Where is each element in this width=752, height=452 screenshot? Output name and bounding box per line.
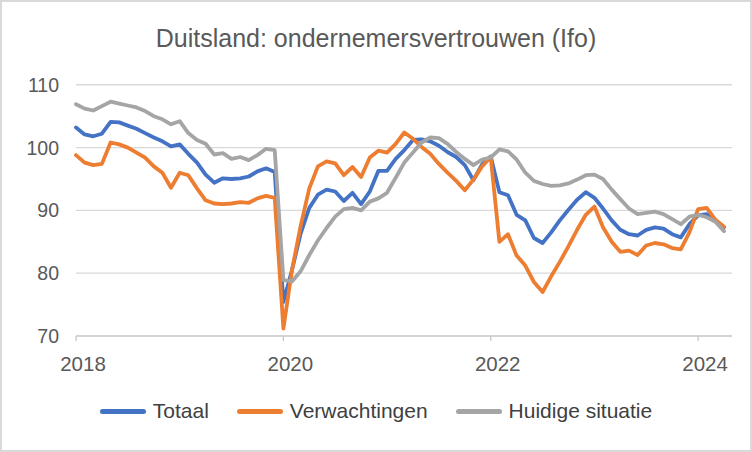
legend-label-huidige-situatie: Huidige situatie	[509, 399, 653, 423]
legend-item-huidige-situatie: Huidige situatie	[456, 399, 653, 423]
legend-label-verwachtingen: Verwachtingen	[290, 399, 428, 423]
y-axis-label-110: 110	[28, 74, 59, 96]
verwachtingen-line	[76, 133, 724, 329]
chart-frame: 2018 2020 2022 2024 70 80 90 100 110 Duitsland: …	[0, 0, 752, 452]
chart-svg: 2018 2020 2022 2024 70 80 90 100 110	[2, 2, 752, 452]
x-axis-label-2020: 2020	[268, 352, 314, 375]
legend-label-totaal: Totaal	[153, 399, 209, 423]
huidige-situatie-line-swatch-icon	[456, 409, 502, 414]
y-axis-label-100: 100	[26, 137, 59, 159]
verwachtingen-line-swatch-icon	[237, 409, 283, 414]
y-axis-label-90: 90	[37, 199, 59, 221]
y-axis-label-70: 70	[37, 325, 59, 347]
x-axis-label-2022: 2022	[475, 352, 521, 375]
huidige-situatie-line	[76, 102, 724, 282]
chart-title: Duitsland: ondernemersvertrouwen (Ifo)	[2, 24, 750, 53]
totaal-line-swatch-icon	[100, 409, 146, 414]
legend: Totaal Verwachtingen Huidige situatie	[2, 399, 750, 423]
x-axis-label-2024: 2024	[682, 352, 728, 375]
legend-item-totaal: Totaal	[100, 399, 209, 423]
x-axis-label-2018: 2018	[60, 352, 106, 375]
y-axis-label-80: 80	[37, 262, 59, 284]
legend-item-verwachtingen: Verwachtingen	[237, 399, 428, 423]
totaal-line	[76, 122, 724, 302]
